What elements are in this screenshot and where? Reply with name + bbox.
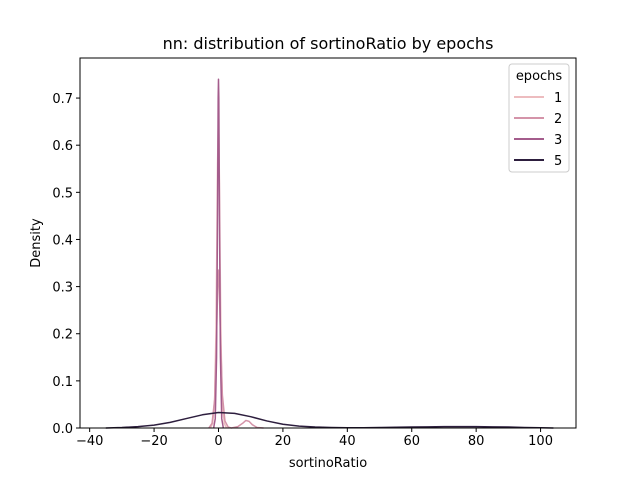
x-tick-label: 0 [214, 434, 222, 449]
y-axis: 0.0 0.1 0.2 0.3 0.4 0.5 0.6 0.7 [52, 92, 80, 437]
legend-label: 5 [554, 154, 562, 169]
legend-title: epochs [516, 69, 563, 84]
y-axis-label: Density [29, 218, 44, 268]
y-tick-label: 0.7 [52, 92, 73, 107]
plot-area [105, 78, 554, 429]
x-tick-label: −40 [76, 434, 103, 449]
legend-label: 1 [554, 91, 562, 106]
x-tick-label: −20 [140, 434, 167, 449]
y-tick-label: 0.6 [52, 139, 73, 154]
legend: epochs 1 2 3 5 [508, 63, 570, 173]
y-tick-label: 0.0 [52, 422, 73, 437]
y-tick-label: 0.4 [52, 233, 73, 248]
y-tick-label: 0.5 [52, 186, 73, 201]
x-tick-label: 60 [403, 434, 420, 449]
series-line-epochs-5 [105, 411, 554, 429]
y-tick-label: 0.3 [52, 281, 73, 296]
x-axis: −40 −20 0 20 40 60 80 100 [76, 428, 553, 449]
y-tick-label: 0.1 [52, 375, 73, 390]
legend-label: 3 [554, 133, 562, 148]
chart-title: nn: distribution of sortinoRatio by epoc… [163, 34, 494, 53]
y-tick-label: 0.2 [52, 328, 73, 343]
series-line-epochs-3 [212, 78, 225, 429]
x-tick-label: 40 [339, 434, 356, 449]
x-axis-label: sortinoRatio [289, 456, 367, 471]
x-tick-label: 80 [468, 434, 485, 449]
x-tick-label: 20 [275, 434, 292, 449]
legend-label: 2 [554, 112, 562, 127]
x-tick-label: 100 [528, 434, 553, 449]
plot-frame [79, 57, 577, 429]
